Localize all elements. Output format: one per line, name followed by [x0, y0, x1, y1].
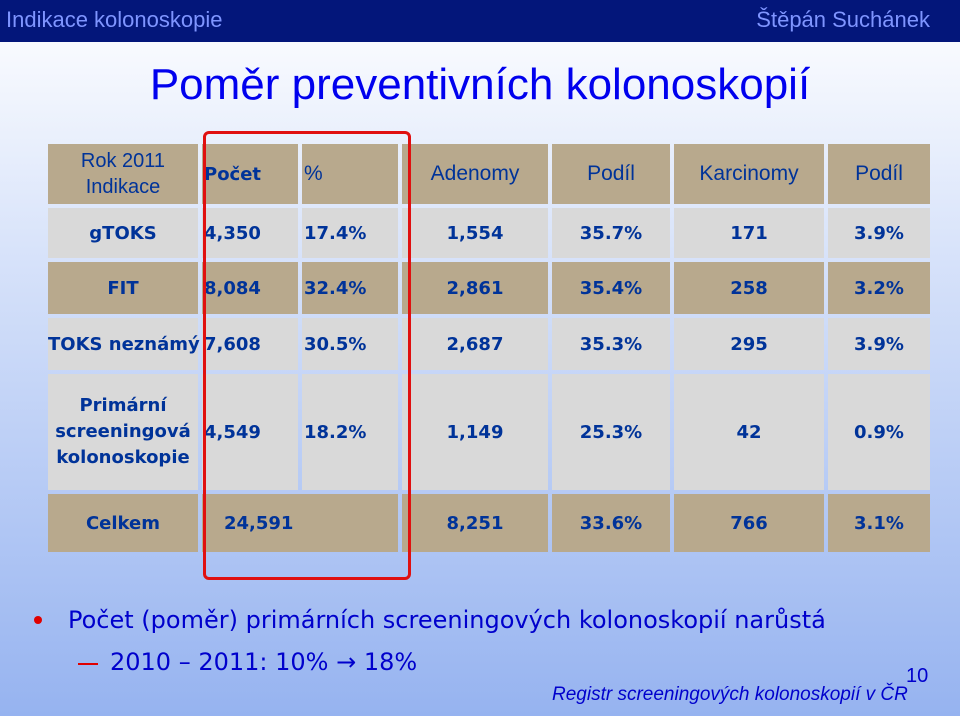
table-row: Primární screeningová kolonoskopie 4,549…: [48, 374, 930, 490]
data-table: Rok 2011 Indikace Počet % Adenomy Podíl …: [44, 140, 934, 556]
row-label-line: Primární: [79, 395, 167, 416]
cell-podil-karcinomy: 3.2%: [828, 262, 930, 314]
row-label: gTOKS: [48, 208, 198, 258]
cell-percent: 18.2%: [302, 374, 398, 490]
source-note: Registr screeningových kolonoskopií v ČR: [552, 684, 908, 705]
total-podil-karcinomy: 3.1%: [828, 494, 930, 552]
cell-percent: 17.4%: [302, 208, 398, 258]
header-col-karcinomy: Karcinomy: [674, 144, 824, 204]
cell-karcinomy: 171: [674, 208, 824, 258]
total-adenomy: 8,251: [402, 494, 548, 552]
bullet-main-text: Počet (poměr) primárních screeningových …: [68, 606, 826, 634]
total-karcinomy: 766: [674, 494, 824, 552]
cell-podil-adenomy: 35.7%: [552, 208, 670, 258]
cell-pocet: 7,608: [202, 318, 298, 370]
cell-podil-adenomy: 35.3%: [552, 318, 670, 370]
table-row: TOKS neznámý 7,608 30.5% 2,687 35.3% 295…: [48, 318, 930, 370]
cell-adenomy: 1,554: [402, 208, 548, 258]
bullet-dash-icon: [78, 663, 98, 665]
row-label: TOKS neznámý: [48, 318, 200, 370]
cell-podil-karcinomy: 3.9%: [828, 318, 930, 370]
cell-podil-karcinomy: 3.9%: [828, 208, 930, 258]
cell-percent: 32.4%: [302, 262, 398, 314]
table-row: FIT 8,084 32.4% 2,861 35.4% 258 3.2%: [48, 262, 930, 314]
header-label-line2: Indikace: [85, 176, 161, 198]
header-label-line1: Rok 2011: [80, 150, 166, 172]
cell-adenomy: 1,149: [402, 374, 548, 490]
table-row: gTOKS 4,350 17.4% 1,554 35.7% 171 3.9%: [48, 208, 930, 258]
header-right-text: Štěpán Suchánek: [756, 7, 930, 32]
bullet-sub-text: 2010 – 2011: 10% → 18%: [110, 648, 418, 676]
bullet-dot-icon: [34, 616, 42, 624]
row-label: Primární screeningová kolonoskopie: [48, 374, 198, 490]
header-col-percent: %: [302, 144, 398, 204]
row-label-line: kolonoskopie: [56, 447, 190, 468]
cell-karcinomy: 42: [674, 374, 824, 490]
cell-karcinomy: 295: [674, 318, 824, 370]
cell-podil-adenomy: 35.4%: [552, 262, 670, 314]
cell-percent: 30.5%: [302, 318, 398, 370]
header-col-adenomy: Adenomy: [402, 144, 548, 204]
table-total-row: Celkem 24,591 8,251 33.6% 766 3.1%: [48, 494, 930, 552]
header-col-podil-karcinomy: Podíl: [828, 144, 930, 204]
cell-adenomy: 2,861: [402, 262, 548, 314]
total-podil-adenomy: 33.6%: [552, 494, 670, 552]
cell-pocet: 4,549: [202, 374, 298, 490]
cell-podil-adenomy: 25.3%: [552, 374, 670, 490]
header-left-text: Indikace kolonoskopie: [6, 7, 223, 32]
row-label-line: screeningová: [55, 421, 191, 442]
highlight-box: [203, 131, 411, 580]
header-label-cell: Rok 2011 Indikace: [48, 144, 198, 204]
cell-podil-karcinomy: 0.9%: [828, 374, 930, 490]
header-col-podil-adenomy: Podíl: [552, 144, 670, 204]
total-label: Celkem: [48, 494, 198, 552]
cell-pocet: 4,350: [202, 208, 298, 258]
header-bar: Indikace kolonoskopie Štěpán Suchánek: [0, 0, 960, 42]
page-number: 10: [906, 665, 929, 687]
table-header-row: Rok 2011 Indikace Počet % Adenomy Podíl …: [48, 144, 930, 204]
row-label: FIT: [48, 262, 198, 314]
header-col-pocet: Počet: [202, 144, 298, 204]
slide-title: Poměr preventivních kolonoskopií: [149, 60, 811, 109]
cell-pocet: 8,084: [202, 262, 298, 314]
cell-karcinomy: 258: [674, 262, 824, 314]
cell-adenomy: 2,687: [402, 318, 548, 370]
total-pocet: 24,591: [202, 494, 398, 552]
